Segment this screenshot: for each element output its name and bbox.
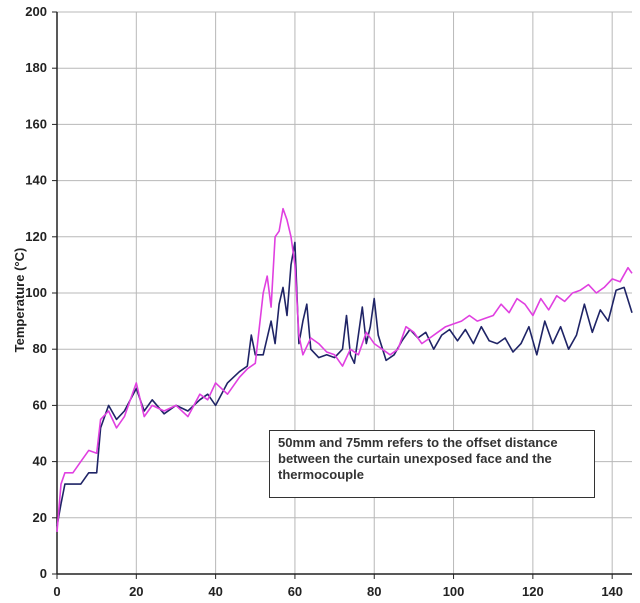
x-tick-label: 140 <box>601 584 623 599</box>
y-tick-label: 60 <box>33 397 47 412</box>
x-tick-label: 80 <box>367 584 381 599</box>
series <box>56 207 633 532</box>
y-tick-label: 200 <box>25 4 47 19</box>
y-axis-label: Temperature (°C) <box>12 248 27 353</box>
x-tick-label: 120 <box>522 584 544 599</box>
y-tick-label: 100 <box>25 285 47 300</box>
annotation-text: 50mm and 75mm refers to the offset dista… <box>278 435 558 482</box>
y-tick-label: 20 <box>33 510 47 525</box>
x-tick-label: 20 <box>129 584 143 599</box>
series-line-2 <box>56 207 633 532</box>
annotation-box: 50mm and 75mm refers to the offset dista… <box>269 430 595 498</box>
axes <box>52 11 632 579</box>
tick-labels: 0 20 40 60 80 100 120 140 160 180 200 0 20 40 60 80 100 1… <box>25 4 623 599</box>
x-tick-label: 60 <box>288 584 302 599</box>
x-tick-label: 0 <box>53 584 60 599</box>
y-tick-label: 160 <box>25 116 47 131</box>
y-tick-label: 140 <box>25 173 47 188</box>
y-tick-label: 120 <box>25 229 47 244</box>
x-tick-label: 40 <box>208 584 222 599</box>
y-tick-label: 80 <box>33 341 47 356</box>
series-line-1 <box>56 241 633 527</box>
y-tick-label: 40 <box>33 454 47 469</box>
x-tick-label: 100 <box>443 584 465 599</box>
y-tick-label: 0 <box>40 566 47 581</box>
y-tick-label: 180 <box>25 60 47 75</box>
